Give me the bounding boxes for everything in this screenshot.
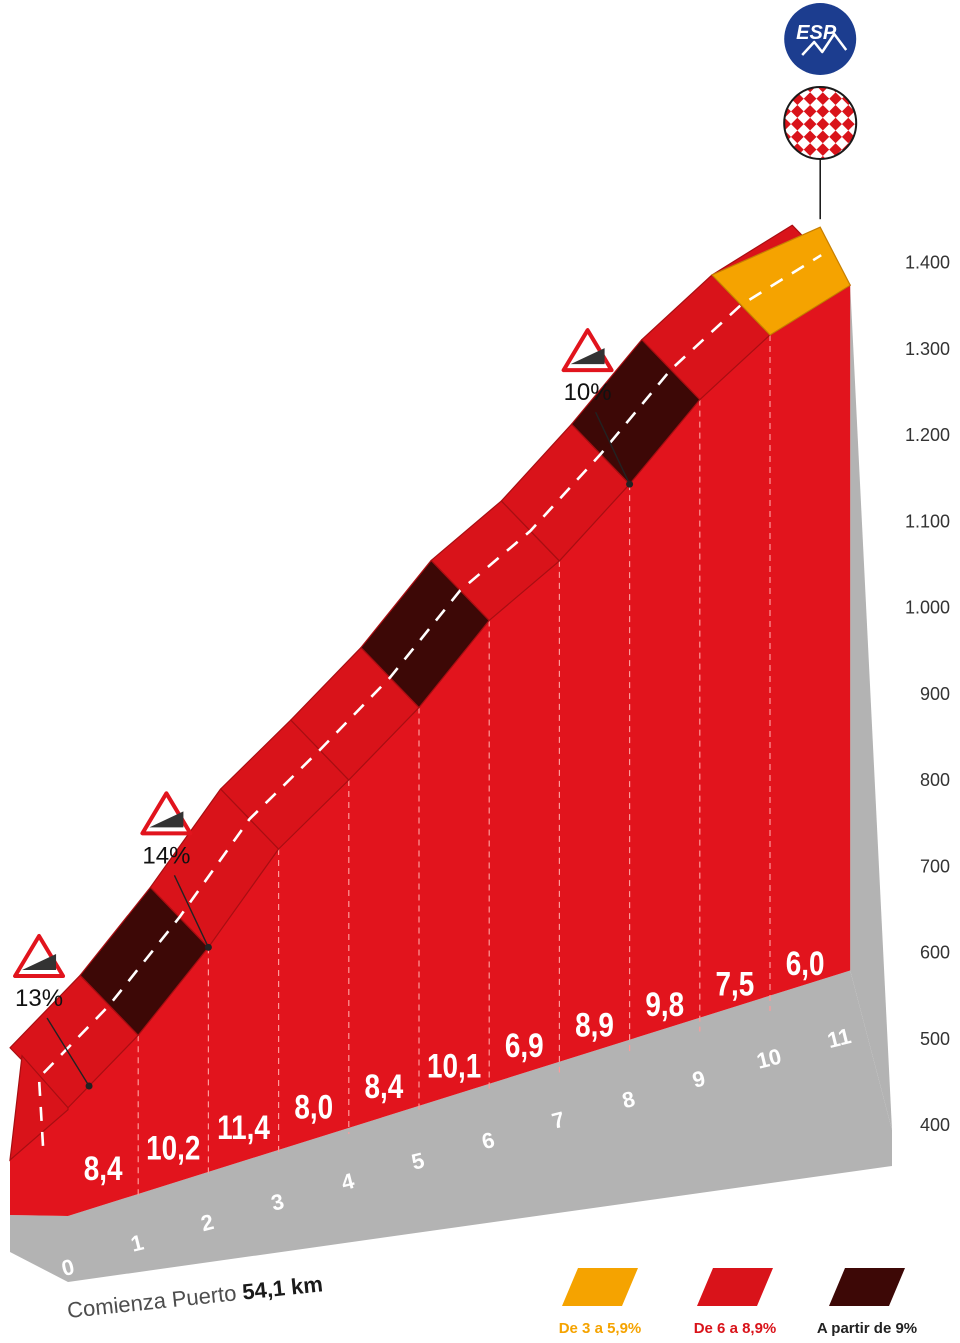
km-gridlines [137,334,771,1196]
km-tick-label: 6 [479,1127,497,1154]
gradient-label: 8,4 [84,1149,123,1187]
altitude-tick-label: 900 [920,684,950,704]
altitude-tick-label: 500 [920,1029,950,1049]
max-ramp-marker: 13% [13,934,93,1090]
altitude-tick-label: 1.000 [905,598,950,618]
km-tick-label: 3 [269,1189,287,1216]
start-label: Comienza Puerto [66,1280,244,1323]
altitude-tick-label: 1.400 [905,253,950,273]
km-tick-label: 7 [549,1107,567,1134]
altitude-tick-label: 1.100 [905,511,950,531]
altitude-tick-label: 700 [920,856,950,876]
legend-swatch [829,1268,905,1306]
base-flap [850,285,892,1130]
center-dash-line [37,254,822,1146]
gradient-label: 9,8 [645,985,684,1023]
gradient-label: 10,1 [427,1047,481,1085]
center-line [37,254,822,1146]
start-caption-text: Comienza Puerto 54,1 km [66,1271,324,1323]
badge-circle [784,3,857,75]
start-caption: Comienza Puerto 54,1 km [66,1271,324,1323]
slope-icon [570,348,605,365]
checkered-flag-icon [783,86,858,160]
ramp-dot [626,480,634,488]
max-ramp-markers: 13% 14% 10% [13,328,634,1090]
km-tick-label: 1 [128,1230,146,1257]
slope-icon [22,954,57,971]
altitude-tick-label: 1.200 [905,425,950,445]
altitude-axis: 400 500 600 700 800 900 1.000 1.100 1.200 1.300 1.… [905,253,950,1136]
ramp-dot [204,943,212,951]
gradient-segment-start [9,1054,69,1162]
max-ramp-marker: 10% [561,328,634,488]
altitude-tick-label: 600 [920,943,950,963]
max-ramp-label: 14% [142,842,190,869]
profile-front-face [68,285,851,1216]
start-km: 54,1 km [241,1271,324,1304]
gradient-label: 8,0 [294,1088,333,1126]
ramp-leader-line [173,875,210,948]
ramp-leader-line [46,1017,90,1087]
badge-label: ESP [796,22,837,44]
legend-label: A partir de 9% [817,1320,917,1337]
ramp-leader-line [594,411,631,485]
altitude-tick-label: 400 [920,1115,950,1135]
max-ramp-marker: 14% [140,791,212,951]
km-tick-label: 9 [690,1066,708,1093]
altitude-tick-label: 1.300 [905,339,950,359]
km-tick-label: 0 [59,1254,77,1281]
summit-finish-markers: ESP [783,3,858,220]
gradient-label: 10,2 [146,1129,200,1167]
gradient-label: 7,5 [716,965,755,1003]
gradient-label: 8,9 [575,1006,614,1044]
legend-item: De 6 a 8,9% [694,1268,777,1337]
base-plate [10,970,892,1282]
km-tick-label: 8 [620,1086,638,1113]
ramp-dot [85,1082,93,1090]
max-ramp-label: 10% [564,379,612,406]
altitude-tick-label: 800 [920,770,950,790]
gradient-label: 8,4 [365,1067,404,1105]
km-tick-label: 2 [198,1209,216,1236]
mountain-icon [801,32,848,56]
profile-fill [10,285,851,1216]
legend-swatch [697,1268,773,1306]
legend-swatch [562,1268,638,1306]
legend: De 3 a 5,9% De 6 a 8,9% A partir de 9% [559,1268,917,1337]
slope-icon [149,811,184,828]
category-badge: ESP [784,3,857,75]
gradient-label: 11,4 [217,1108,270,1146]
legend-label: De 6 a 8,9% [694,1320,777,1337]
legend-item: De 3 a 5,9% [559,1268,642,1337]
base-plates [10,285,892,1282]
legend-item: A partir de 9% [817,1268,917,1337]
profile-end-face [10,1097,68,1216]
km-tick-label: 10 [754,1044,784,1074]
gradient-labels: 8,4 10,2 11,4 8,0 8,4 10,1 6,9 8,9 9,8 7,5 6,0 [84,944,825,1187]
legend-label: De 3 a 5,9% [559,1320,642,1337]
km-tick-label: 5 [409,1148,427,1175]
gradient-label: 6,0 [786,944,825,982]
gradient-label: 6,9 [505,1026,544,1064]
max-ramp-label: 13% [15,985,63,1012]
